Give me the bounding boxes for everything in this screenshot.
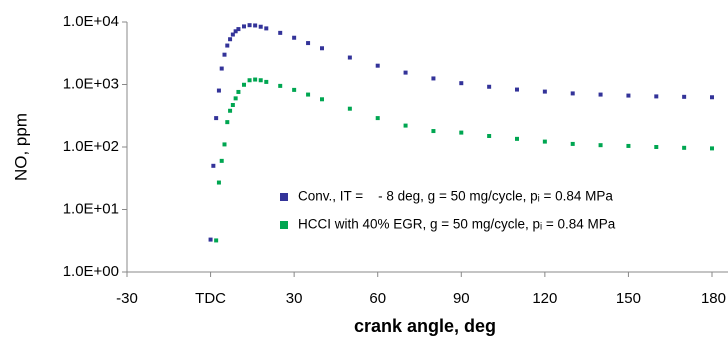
x-axis-label: crank angle, deg xyxy=(354,316,496,336)
x-tick-label: 150 xyxy=(616,290,641,307)
point xyxy=(225,120,230,125)
y-tick-label: 1.0E+04 xyxy=(63,13,119,30)
point xyxy=(598,92,603,97)
point xyxy=(216,180,221,185)
point xyxy=(515,136,519,141)
point xyxy=(654,94,659,99)
point xyxy=(228,37,233,42)
point xyxy=(459,130,464,135)
point xyxy=(233,96,238,101)
point xyxy=(710,95,714,100)
point xyxy=(320,46,324,51)
y-tick-label: 1.0E+00 xyxy=(63,263,119,280)
point xyxy=(570,91,575,96)
point xyxy=(682,145,687,150)
point xyxy=(230,32,235,37)
point xyxy=(214,116,219,121)
point xyxy=(278,30,283,35)
point xyxy=(242,24,246,29)
point xyxy=(542,139,547,144)
point xyxy=(208,237,213,242)
legend-marker xyxy=(280,221,288,229)
x-tick-label: -30 xyxy=(116,290,138,307)
point xyxy=(375,116,380,121)
x-tick-label: 120 xyxy=(532,290,557,307)
x-tick-label: 60 xyxy=(369,290,386,307)
point xyxy=(228,108,233,113)
point xyxy=(347,106,352,111)
point xyxy=(233,29,238,34)
point xyxy=(216,88,221,93)
x-tick-label: TDC xyxy=(195,290,226,307)
point xyxy=(242,82,246,87)
point xyxy=(264,26,269,31)
y-tick-label: 1.0E+02 xyxy=(63,138,119,155)
point xyxy=(278,83,283,88)
point xyxy=(247,23,252,28)
point xyxy=(306,92,311,97)
point xyxy=(403,123,408,128)
point xyxy=(222,52,227,57)
point xyxy=(236,89,241,94)
point xyxy=(487,133,492,138)
point xyxy=(214,238,219,243)
point xyxy=(459,81,464,86)
legend-label: HCCI with 40% EGR, g = 50 mg/cycle, pᵢ =… xyxy=(298,217,616,232)
point xyxy=(375,63,380,68)
point xyxy=(320,97,324,102)
point xyxy=(306,41,311,46)
x-tick-label: 90 xyxy=(453,290,470,307)
point xyxy=(626,93,631,98)
point xyxy=(253,23,258,28)
point xyxy=(219,66,224,71)
point xyxy=(682,94,687,99)
point xyxy=(292,35,297,40)
point xyxy=(292,87,297,92)
point xyxy=(710,146,714,151)
point xyxy=(487,84,492,89)
legend-label: Conv., IT = - 8 deg, g = 50 mg/cycle, pᵢ… xyxy=(298,189,613,204)
legend-marker xyxy=(280,193,288,201)
point xyxy=(230,102,235,107)
point xyxy=(403,70,408,75)
point xyxy=(253,77,258,82)
point xyxy=(542,89,547,94)
point xyxy=(219,158,224,163)
y-tick-label: 1.0E+01 xyxy=(63,200,119,217)
y-tick-label: 1.0E+03 xyxy=(63,75,119,92)
point xyxy=(236,27,241,32)
point xyxy=(247,78,252,83)
point xyxy=(515,87,519,92)
point xyxy=(211,163,216,168)
x-tick-label: 30 xyxy=(286,290,303,307)
point xyxy=(225,43,230,48)
point xyxy=(626,143,631,148)
point xyxy=(654,145,659,149)
point xyxy=(222,142,227,147)
point xyxy=(431,129,436,134)
point xyxy=(258,24,263,29)
point xyxy=(431,76,436,81)
point xyxy=(258,78,263,83)
point xyxy=(264,79,269,84)
point xyxy=(570,141,575,146)
point xyxy=(598,143,603,148)
y-axis-label: NO, ppm xyxy=(11,113,30,181)
point xyxy=(347,55,352,60)
x-tick-label: 180 xyxy=(701,290,726,307)
